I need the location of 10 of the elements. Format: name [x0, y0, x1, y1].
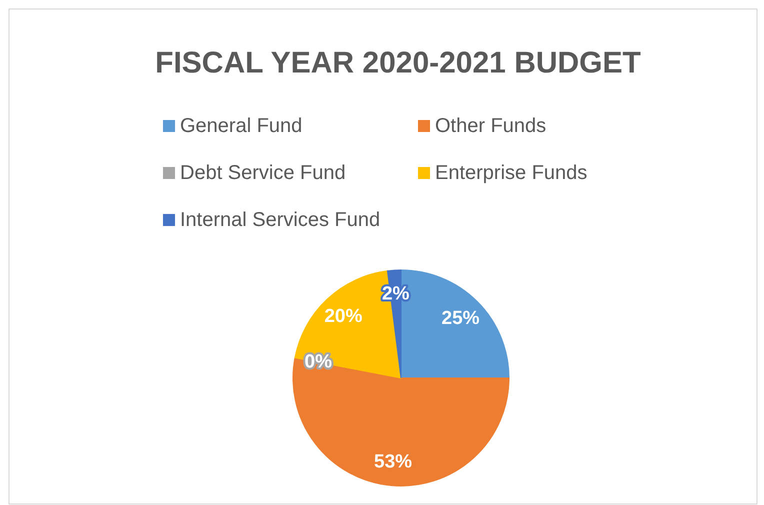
legend-label: Other Funds [435, 115, 546, 137]
legend-label: General Fund [180, 115, 302, 137]
text: 0% [304, 352, 332, 373]
chart-title: FISCAL YEAR 2020-2021 BUDGET [155, 46, 641, 80]
data-label: 20% [324, 306, 362, 328]
data-label: 53% [374, 451, 412, 472]
legend-label: Enterprise Funds [435, 162, 588, 184]
data-label: 25% [442, 308, 480, 329]
legend-label: Debt Service Fund [180, 162, 346, 184]
legend-label: Internal Services Fund [180, 209, 380, 231]
